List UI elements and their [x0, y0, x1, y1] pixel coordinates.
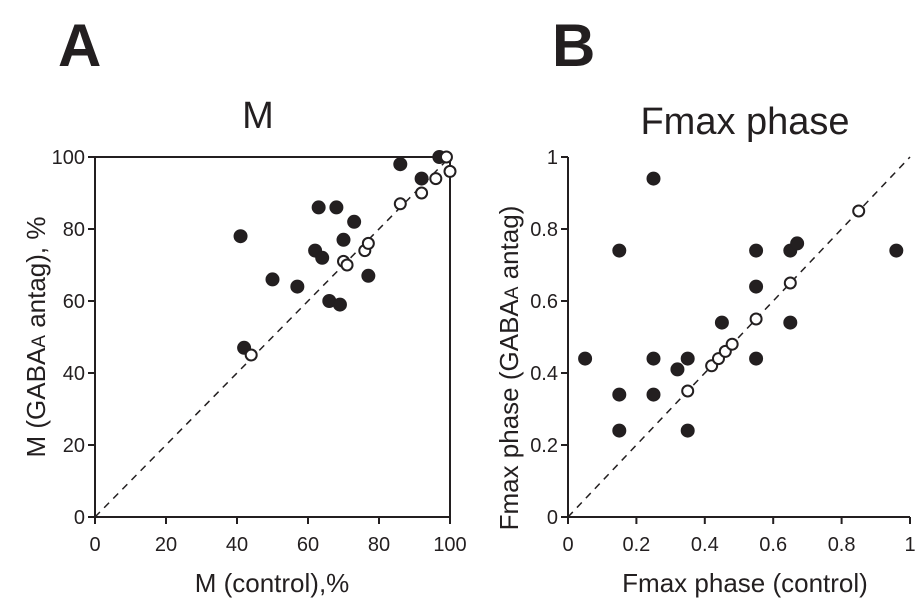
- panel-a-ytick-label: 40: [63, 363, 85, 385]
- panel-b-xtick-label: 1: [904, 534, 915, 556]
- panel-a-xticks: 0 20 40 60 80 100: [89, 517, 467, 556]
- panel-b-xtick-label: 0.4: [691, 534, 719, 556]
- panel-b-point-filled: [889, 243, 904, 258]
- panel-a-ytick-label: 100: [52, 147, 85, 169]
- panel-a-ytick-label: 80: [63, 219, 85, 241]
- panel-b-point-filled: [749, 243, 764, 258]
- panel-b-xlabel: Fmax phase (control): [622, 568, 868, 598]
- panel-a-point-filled: [332, 297, 347, 312]
- panel-b-point-open: [852, 204, 866, 218]
- panel-b-point-open: [783, 276, 797, 290]
- panel-b-xtick-label: 0.6: [759, 534, 787, 556]
- panel-b-point-open: [749, 312, 763, 326]
- panel-a-point-filled: [347, 214, 362, 229]
- panel-a-ytick-label: 0: [74, 507, 85, 529]
- panel-b-point-filled: [749, 351, 764, 366]
- panel-a-point-filled: [414, 171, 429, 186]
- panel-b-point-open: [681, 384, 695, 398]
- panel-a-point-open: [415, 186, 429, 200]
- panel-a-identity-line: [94, 156, 451, 518]
- panel-a-xlabel: M (control),%: [195, 568, 350, 598]
- panel-b-ytick-label: 0.6: [530, 291, 558, 313]
- panel-b-point-filled: [578, 351, 593, 366]
- panel-b-ylabel-sub: A: [502, 286, 523, 299]
- panel-a-marks: [94, 150, 457, 518]
- panel-b-point-filled: [680, 423, 695, 438]
- panel-a-ytick-label: 60: [63, 291, 85, 313]
- panel-b-point-filled: [714, 315, 729, 330]
- panel-b-xtick-label: 0.8: [828, 534, 856, 556]
- panel-b-ytick-label: 0.8: [530, 219, 558, 241]
- panel-b-point-filled: [646, 351, 661, 366]
- panel-b-ytick-label: 0.4: [530, 363, 558, 385]
- panel-b-point-filled: [612, 387, 627, 402]
- panel-b-identity-line: [567, 156, 911, 518]
- panel-b-axes: [567, 157, 910, 518]
- panel-a-point-open: [393, 197, 407, 211]
- panel-a-point-filled: [265, 272, 280, 287]
- panel-b-ylabel-post: antag): [494, 206, 524, 287]
- panel-a-point-filled: [361, 268, 376, 283]
- panel-b: B Fmax phase 0 0.2 0.4 0.6 0.8 1 0 0.2 0.4 0.6 0.…: [494, 12, 916, 598]
- panel-b-ylabel: Fmax phase (GABAA antag): [494, 206, 524, 531]
- panel-b-ylabel-pre: Fmax phase (GABA: [494, 299, 524, 531]
- panel-b-yticks: 0 0.2 0.4 0.6 0.8 1: [530, 147, 568, 529]
- panel-a: A M 0 20 40 60 80 100 0 20 40 60 80 100 M (control…: [21, 12, 467, 598]
- panel-a-point-filled: [329, 200, 344, 215]
- panel-b-ytick-label: 0: [547, 507, 558, 529]
- panel-b-point-filled: [680, 351, 695, 366]
- panel-a-point-filled: [290, 279, 305, 294]
- panel-b-point-filled: [612, 243, 627, 258]
- panel-a-xtick-label: 20: [155, 534, 177, 556]
- panel-a-xtick-label: 80: [368, 534, 390, 556]
- panel-a-ytick-label: 20: [63, 435, 85, 457]
- panel-a-plot-frame: [94, 156, 451, 518]
- panel-b-marks: [567, 156, 911, 518]
- panel-b-point-filled: [749, 279, 764, 294]
- panel-b-ytick-label: 0.2: [530, 435, 558, 457]
- panel-b-point-open: [725, 337, 739, 351]
- panel-a-ylabel-sub: A: [29, 335, 50, 348]
- panel-a-point-filled: [336, 232, 351, 247]
- panel-b-point-filled: [783, 315, 798, 330]
- panel-a-point-filled: [311, 200, 326, 215]
- panel-b-xtick-label: 0: [562, 534, 573, 556]
- panel-b-letter: B: [552, 12, 595, 79]
- panel-b-title: Fmax phase: [640, 101, 849, 143]
- panel-b-xtick-label: 0.2: [622, 534, 650, 556]
- panel-b-point-filled: [646, 171, 661, 186]
- panel-b-point-filled: [790, 236, 805, 251]
- panel-a-letter: A: [58, 12, 101, 79]
- panel-a-yticks: 0 20 40 60 80 100: [52, 147, 95, 529]
- panel-a-point-filled: [233, 229, 248, 244]
- panel-a-xtick-label: 60: [297, 534, 319, 556]
- panel-a-xtick-label: 40: [226, 534, 248, 556]
- panel-b-point-filled: [612, 423, 627, 438]
- panel-a-xtick-label: 100: [433, 534, 466, 556]
- panel-a-ylabel-post: antag), %: [21, 217, 51, 336]
- panel-a-ylabel: M (GABAA antag), %: [21, 217, 51, 458]
- panel-b-point-filled: [646, 387, 661, 402]
- panel-a-point-filled: [315, 250, 330, 265]
- panel-b-xticks: 0 0.2 0.4 0.6 0.8 1: [562, 517, 916, 556]
- panel-a-point-open: [361, 236, 375, 250]
- panel-b-point-filled: [670, 362, 685, 377]
- panel-a-xtick-label: 0: [89, 534, 100, 556]
- panel-a-point-open: [443, 164, 457, 178]
- panel-a-point-open: [244, 348, 258, 362]
- panel-b-ytick-label: 1: [547, 147, 558, 169]
- panel-a-point-open: [429, 172, 443, 186]
- panel-a-point-open: [439, 150, 453, 164]
- panel-a-ylabel-pre: M (GABA: [21, 347, 51, 457]
- panel-a-title: M: [242, 95, 274, 137]
- panel-a-point-filled: [393, 157, 408, 172]
- panel-a-point-open: [340, 258, 354, 272]
